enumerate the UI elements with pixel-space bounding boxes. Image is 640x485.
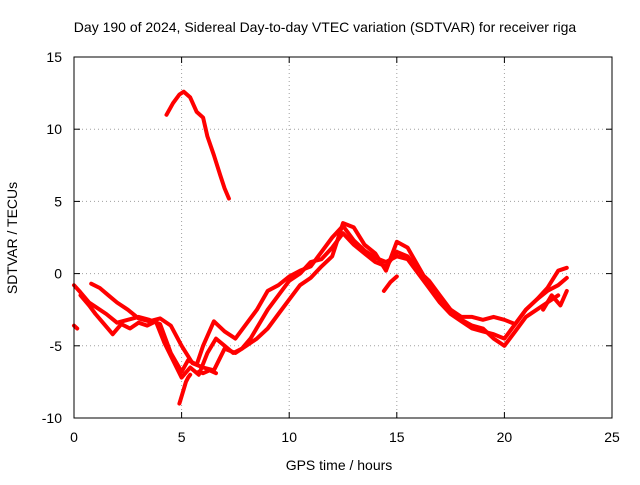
- chart-title: Day 190 of 2024, Sidereal Day-to-day VTE…: [74, 19, 577, 35]
- data-series: [72, 89, 569, 406]
- y-tick-label: -10: [42, 410, 62, 426]
- x-tick-label: 10: [281, 429, 297, 445]
- x-tick-label: 25: [604, 429, 620, 445]
- y-tick-label: 5: [54, 193, 62, 209]
- y-tick-label: 10: [46, 121, 62, 137]
- x-axis-label: GPS time / hours: [286, 457, 393, 473]
- series-line-trace-5: [164, 89, 231, 201]
- grid-lines: [74, 57, 612, 418]
- series-line-trace-2: [78, 231, 561, 380]
- y-tick-label: 15: [46, 49, 62, 65]
- y-tick-label: -5: [50, 338, 63, 354]
- x-tick-label: 15: [389, 429, 405, 445]
- y-axis-label: SDTVAR / TECUs: [4, 182, 20, 294]
- series-line-trace-8: [381, 274, 399, 293]
- x-tick-label: 0: [70, 429, 78, 445]
- series-line-trace-4: [72, 323, 80, 331]
- series-line-trace-7: [196, 368, 218, 376]
- plot-frame: [73, 56, 613, 419]
- x-tick-label: 20: [497, 429, 513, 445]
- series-line-trace-1: [72, 223, 569, 374]
- x-tick-label: 5: [178, 429, 186, 445]
- series-line-trace-9: [541, 288, 569, 312]
- axis-ticks: 0 5 10 15 20 25 -10 -5 0 5 10 15: [42, 49, 620, 445]
- y-tick-label: 0: [54, 266, 62, 282]
- series-line-trace-6: [177, 372, 193, 406]
- series-line-trace-3: [89, 221, 569, 373]
